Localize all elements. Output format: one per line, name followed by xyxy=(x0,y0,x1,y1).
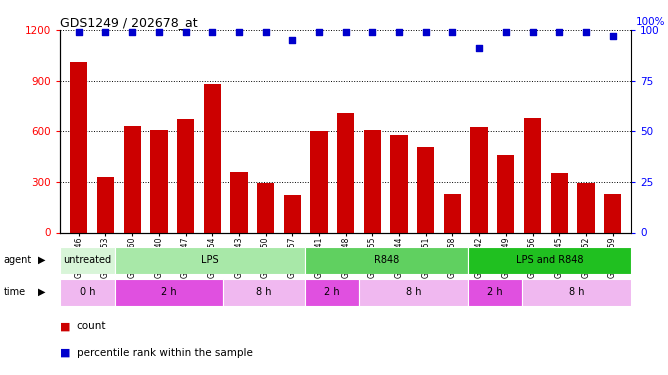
Point xyxy=(554,29,564,35)
Bar xyxy=(150,130,168,232)
Point xyxy=(234,29,244,35)
Bar xyxy=(468,279,522,306)
Text: 100%: 100% xyxy=(635,17,665,27)
Text: 8 h: 8 h xyxy=(257,287,272,297)
Point xyxy=(447,29,458,35)
Text: LPS: LPS xyxy=(201,255,218,265)
Point xyxy=(500,29,511,35)
Bar xyxy=(124,126,141,232)
Bar xyxy=(604,194,621,232)
Point xyxy=(393,29,404,35)
Point xyxy=(207,29,218,35)
Point xyxy=(474,45,484,51)
Text: 2 h: 2 h xyxy=(488,287,503,297)
Text: 8 h: 8 h xyxy=(406,287,422,297)
Bar xyxy=(230,172,248,232)
Point xyxy=(154,29,164,35)
Text: LPS and R848: LPS and R848 xyxy=(516,255,583,265)
Bar xyxy=(70,62,88,232)
Bar xyxy=(114,279,223,306)
Text: time: time xyxy=(3,287,25,297)
Point xyxy=(527,29,538,35)
Bar xyxy=(311,131,328,232)
Text: 2 h: 2 h xyxy=(324,287,340,297)
Text: R848: R848 xyxy=(374,255,399,265)
Bar xyxy=(337,112,354,232)
Text: count: count xyxy=(77,321,106,331)
Text: percentile rank within the sample: percentile rank within the sample xyxy=(77,348,253,357)
Point xyxy=(73,29,84,35)
Text: untreated: untreated xyxy=(63,255,112,265)
Text: GDS1249 / 202678_at: GDS1249 / 202678_at xyxy=(60,16,198,29)
Bar xyxy=(284,195,301,232)
Bar xyxy=(257,183,275,232)
Bar xyxy=(444,194,461,232)
Point xyxy=(341,29,351,35)
Bar xyxy=(223,279,305,306)
Point xyxy=(100,29,111,35)
Text: ■: ■ xyxy=(60,348,71,357)
Bar xyxy=(550,172,568,232)
Bar xyxy=(204,84,221,232)
Bar xyxy=(524,118,541,232)
Bar xyxy=(497,155,514,232)
Bar xyxy=(60,247,114,274)
Bar xyxy=(417,147,434,232)
Bar xyxy=(470,127,488,232)
Point xyxy=(287,37,298,43)
Bar xyxy=(359,279,468,306)
Text: ▶: ▶ xyxy=(37,287,45,297)
Bar xyxy=(390,135,407,232)
Text: 2 h: 2 h xyxy=(161,287,177,297)
Point xyxy=(261,29,271,35)
Text: ■: ■ xyxy=(60,321,71,331)
Point xyxy=(180,29,191,35)
Bar xyxy=(305,279,359,306)
Point xyxy=(127,29,138,35)
Point xyxy=(420,29,431,35)
Point xyxy=(367,29,377,35)
Point xyxy=(314,29,325,35)
Bar xyxy=(468,247,631,274)
Text: 8 h: 8 h xyxy=(569,287,584,297)
Bar xyxy=(522,279,631,306)
Text: ▶: ▶ xyxy=(37,255,45,265)
Point xyxy=(580,29,591,35)
Bar xyxy=(363,130,381,232)
Bar xyxy=(97,177,114,232)
Bar xyxy=(305,247,468,274)
Text: agent: agent xyxy=(3,255,31,265)
Bar xyxy=(114,247,305,274)
Point xyxy=(607,33,618,39)
Bar xyxy=(60,279,114,306)
Text: 0 h: 0 h xyxy=(79,287,95,297)
Bar xyxy=(577,183,595,232)
Bar xyxy=(177,119,194,232)
